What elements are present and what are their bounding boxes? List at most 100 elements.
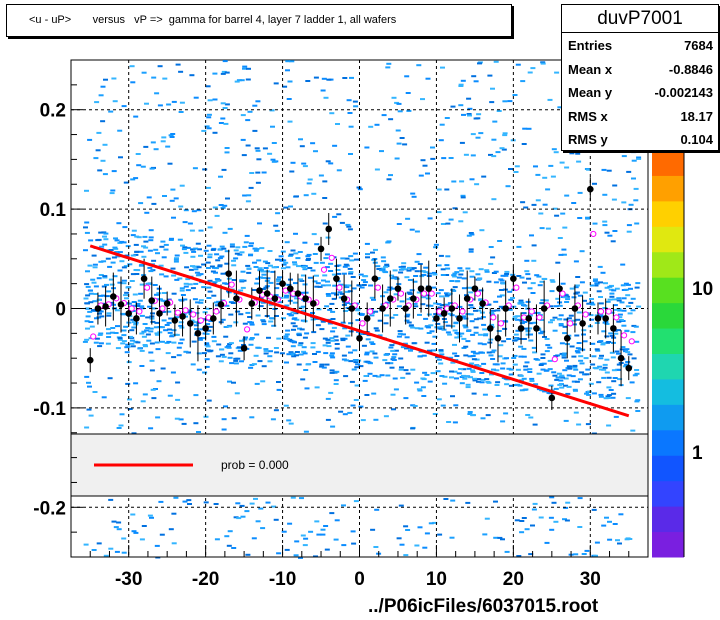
scatter-cell [395, 129, 401, 132]
open-marker [90, 333, 97, 340]
scatter-cell [604, 286, 610, 289]
scatter-cell [166, 103, 172, 106]
scatter-cell [343, 263, 349, 266]
scatter-cell [341, 354, 347, 357]
scatter-cell [364, 242, 370, 245]
scatter-cell [373, 248, 378, 251]
scatter-cell [421, 395, 427, 397]
scatter-cell [275, 258, 280, 261]
scatter-cell [448, 157, 454, 159]
scatter-cell [149, 516, 154, 519]
scatter-cell [437, 306, 443, 309]
scatter-cell [606, 394, 612, 397]
scatter-cell [426, 275, 432, 277]
scatter-cell [168, 528, 174, 531]
scatter-cell [296, 363, 302, 366]
profile-point [225, 270, 233, 278]
scatter-cell [484, 378, 490, 381]
scatter-cell [173, 258, 179, 261]
open-marker [628, 338, 635, 345]
scatter-cell [517, 338, 523, 340]
profile-point [517, 325, 525, 332]
scatter-cell [159, 533, 165, 536]
scatter-cell [151, 397, 157, 400]
scatter-cell [148, 330, 154, 333]
scatter-cell [331, 292, 336, 295]
scatter-cell [134, 235, 140, 238]
scatter-cell [627, 353, 633, 356]
scatter-cell [553, 387, 559, 390]
scatter-cell [468, 232, 474, 234]
scatter-cell [501, 340, 507, 343]
scatter-cell [451, 274, 457, 277]
scatter-cell [106, 314, 112, 317]
scatter-cell [482, 328, 488, 331]
scatter-cell [153, 248, 159, 251]
scatter-cell [452, 275, 458, 278]
profile-point [325, 225, 333, 233]
scatter-cell [379, 374, 385, 377]
scatter-cell [550, 280, 556, 283]
scatter-cell [123, 265, 129, 268]
scatter-cell [486, 280, 492, 283]
scatter-cell [373, 327, 379, 330]
scatter-cell [319, 328, 325, 331]
scatter-cell [547, 359, 553, 362]
scatter-cell [101, 294, 106, 297]
scatter-cell [124, 291, 130, 294]
scatter-cell [598, 302, 604, 305]
scatter-cell [562, 352, 568, 355]
scatter-cell [171, 274, 177, 277]
scatter-cell [325, 338, 331, 341]
scatter-cell [167, 162, 173, 165]
scatter-cell [92, 391, 98, 393]
scatter-cell [551, 501, 557, 504]
scatter-cell [620, 284, 626, 287]
palette-band [652, 506, 684, 533]
scatter-cell [231, 279, 237, 281]
scatter-cell [312, 280, 318, 283]
scatter-cell [178, 418, 184, 421]
profile-point [602, 315, 609, 322]
scatter-cell [495, 395, 501, 397]
scatter-cell [502, 327, 508, 330]
open-marker [143, 284, 151, 291]
scatter-cell [261, 323, 267, 326]
scatter-cell [627, 538, 633, 540]
scatter-cell [129, 329, 135, 332]
scatter-cell [220, 318, 226, 321]
scatter-cell [110, 327, 116, 329]
scatter-cell [178, 298, 184, 301]
scatter-cell [148, 239, 154, 242]
scatter-cell [155, 333, 161, 336]
scatter-cell [374, 329, 380, 332]
scatter-cell [631, 357, 637, 360]
scatter-cell [405, 529, 411, 531]
scatter-cell [213, 267, 219, 270]
scatter-cell [512, 384, 518, 387]
scatter-cell [245, 119, 251, 122]
profile-point [110, 293, 117, 300]
scatter-cell [142, 235, 148, 238]
scatter-cell [354, 366, 360, 369]
scatter-cell [257, 222, 262, 225]
scatter-cell [348, 153, 353, 155]
scatter-cell [216, 343, 222, 346]
scatter-cell [597, 365, 603, 368]
scatter-cell [579, 371, 585, 374]
scatter-cell [385, 362, 391, 365]
scatter-cell [458, 85, 464, 87]
scatter-cell [321, 366, 327, 369]
scatter-cell [112, 100, 118, 103]
open-marker [328, 254, 335, 261]
scatter-cell [205, 261, 211, 264]
scatter-cell [245, 78, 251, 81]
scatter-cell [178, 321, 184, 324]
scatter-cell [271, 324, 277, 327]
scatter-cell [265, 262, 271, 265]
scatter-cell [344, 286, 350, 289]
scatter-cell [374, 123, 380, 126]
scatter-cell [522, 281, 527, 284]
open-marker [536, 314, 543, 321]
scatter-cell [521, 143, 527, 145]
